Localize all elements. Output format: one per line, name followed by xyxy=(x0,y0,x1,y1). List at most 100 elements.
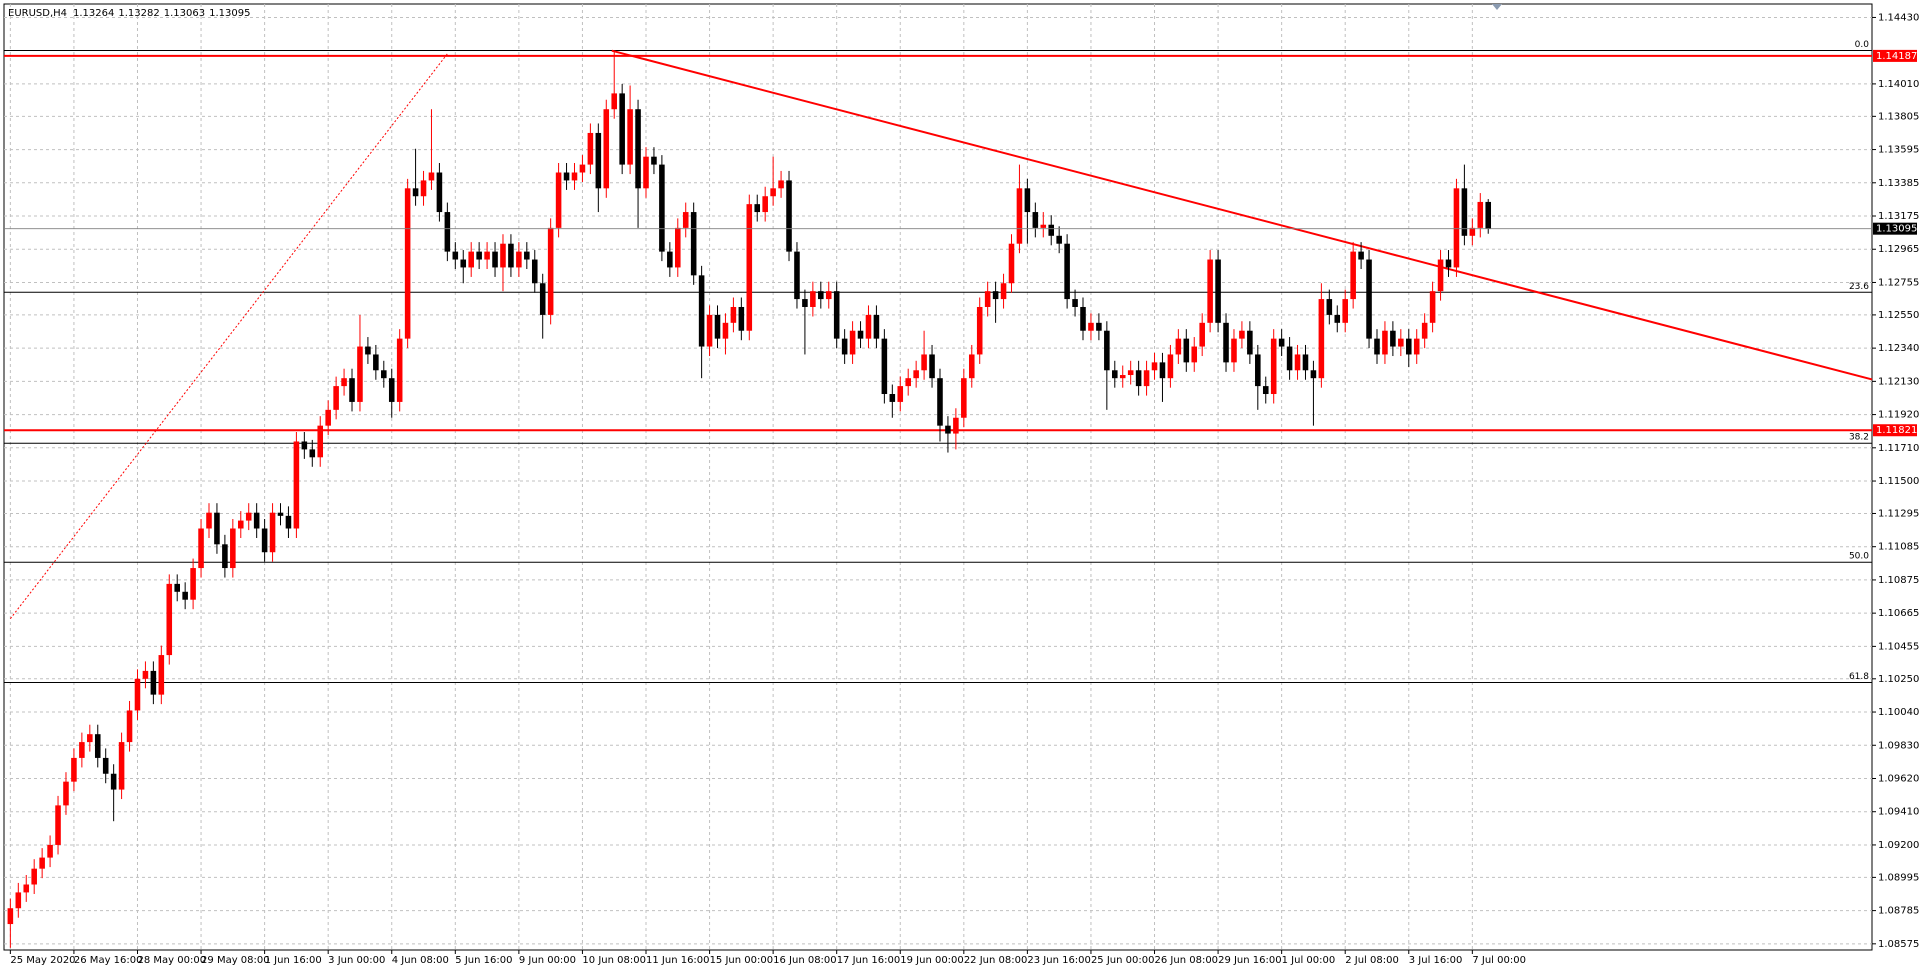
y-tick-label: 1.14430 xyxy=(1878,12,1919,23)
candle-body xyxy=(309,449,316,458)
candle-body xyxy=(1262,386,1269,395)
candle-body xyxy=(1135,370,1142,387)
candle-body xyxy=(1453,188,1460,268)
candle-body xyxy=(1421,322,1428,339)
candle-body xyxy=(1159,362,1166,379)
x-tick-label: 22 Jun 08:00 xyxy=(964,955,1028,966)
candle-body xyxy=(1405,338,1412,355)
candle-body xyxy=(770,188,776,197)
y-tick-label: 1.11295 xyxy=(1878,508,1919,519)
candle-body xyxy=(23,884,30,893)
candle-body xyxy=(857,330,864,339)
y-tick-label: 1.12340 xyxy=(1878,343,1919,354)
candle-body xyxy=(198,528,204,569)
candle-body xyxy=(1318,299,1325,379)
candle-body xyxy=(436,172,443,213)
candle-body xyxy=(1119,375,1126,379)
candle-body xyxy=(500,243,506,268)
x-tick-label: 28 May 00:00 xyxy=(137,955,206,966)
candle-body xyxy=(1183,338,1190,363)
candle-body xyxy=(627,109,633,165)
candle-body xyxy=(1461,188,1468,236)
candle-body xyxy=(953,417,959,434)
candle-body xyxy=(984,291,991,307)
candle-body xyxy=(643,156,649,189)
candle-body xyxy=(452,251,459,260)
candle-body xyxy=(516,251,522,268)
candle-body xyxy=(1358,251,1364,260)
candle-body xyxy=(253,512,260,529)
x-tick-label: 1 Jul 00:00 xyxy=(1282,955,1336,966)
candle-body xyxy=(1199,322,1205,347)
candle-body xyxy=(833,291,840,339)
candle-body xyxy=(1191,346,1198,363)
fib-ratio: 50.0 xyxy=(1849,552,1869,562)
candle-body xyxy=(1294,354,1301,371)
x-tick-label: 23 Jun 16:00 xyxy=(1027,955,1091,966)
fib-ratio: 61.8 xyxy=(1849,672,1869,682)
y-tick-label: 1.11920 xyxy=(1878,410,1919,421)
candle-body xyxy=(722,322,729,339)
x-tick-label: 15 Jun 00:00 xyxy=(710,955,774,966)
y-tick-label: 1.13595 xyxy=(1878,145,1919,156)
candle-body xyxy=(651,156,657,165)
candle-body xyxy=(1040,224,1047,228)
candle-body xyxy=(1088,322,1094,331)
trendline xyxy=(611,49,1873,381)
candle-body xyxy=(1334,314,1341,323)
y-tick-label: 1.12130 xyxy=(1878,376,1919,387)
x-tick-label: 26 Jun 08:00 xyxy=(1155,955,1219,966)
candle-body xyxy=(126,710,133,743)
candle-body xyxy=(754,204,761,213)
candle-body xyxy=(619,93,625,165)
price-tag xyxy=(1873,424,1917,437)
x-tick-label: 25 Jun 00:00 xyxy=(1091,955,1155,966)
candle-body xyxy=(206,512,212,529)
y-tick-label: 1.12550 xyxy=(1878,310,1919,321)
x-tick-label: 1 Jun 16:00 xyxy=(265,955,322,966)
candle-body xyxy=(937,378,943,426)
candle-body xyxy=(79,742,85,758)
candle-body xyxy=(1167,354,1174,379)
candle-body xyxy=(1398,338,1404,347)
candle-body xyxy=(1008,243,1015,284)
candle-body xyxy=(349,378,355,402)
candle-body xyxy=(87,734,93,743)
candle-body xyxy=(47,844,53,858)
candle-body xyxy=(420,180,427,197)
x-tick-label: 3 Jul 16:00 xyxy=(1409,955,1463,966)
candle-body xyxy=(396,338,403,402)
candle-body xyxy=(818,291,824,300)
candle-body xyxy=(611,93,617,110)
candle-body xyxy=(39,857,45,869)
candle-body xyxy=(102,757,109,774)
x-tick-label: 7 Jul 00:00 xyxy=(1472,955,1526,966)
x-tick-label: 17 Jun 16:00 xyxy=(837,955,901,966)
candle-body xyxy=(738,306,745,331)
fib-anchor-line xyxy=(9,53,448,619)
candle-body xyxy=(118,742,125,790)
price-tag-label: 1.13095 xyxy=(1876,224,1917,235)
candle-body xyxy=(968,354,975,379)
y-tick-label: 1.12755 xyxy=(1878,277,1919,288)
price-tag-label: 1.14187 xyxy=(1876,51,1917,62)
candle-body xyxy=(174,583,180,592)
candle-body xyxy=(1366,259,1372,339)
x-tick-label: 3 Jun 00:00 xyxy=(328,955,385,966)
candle-body xyxy=(667,251,673,268)
chart-header: EURUSD,H4 1.13264 1.13282 1.13063 1.13095 xyxy=(8,8,250,19)
candle-body xyxy=(1278,338,1285,347)
candle-body xyxy=(1326,299,1333,315)
candle-body xyxy=(1231,338,1237,363)
candle-body xyxy=(325,409,331,426)
y-tick-label: 1.10250 xyxy=(1878,674,1919,685)
candle-body xyxy=(1080,306,1086,331)
candle-body xyxy=(333,386,339,410)
candle-body xyxy=(698,275,705,347)
candle-body xyxy=(230,528,236,569)
fib-ratio: 23.6 xyxy=(1849,282,1869,292)
candle-body xyxy=(508,243,514,268)
candle-body xyxy=(587,132,594,165)
header-low: 1.13063 xyxy=(164,8,205,19)
candle-body xyxy=(1477,201,1484,228)
